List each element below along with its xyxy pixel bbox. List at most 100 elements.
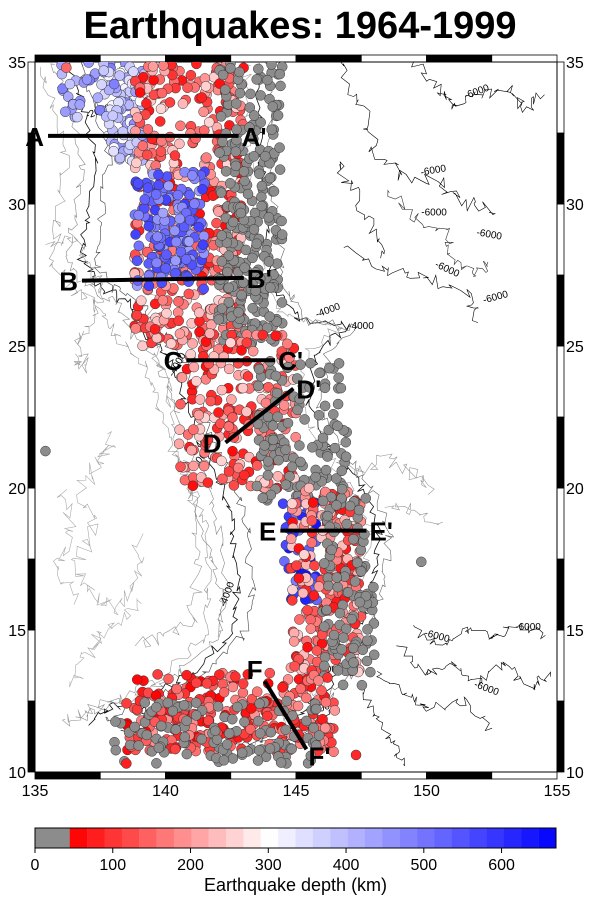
earthquake-point	[60, 106, 71, 118]
earthquake-point	[273, 454, 284, 466]
earthquake-point	[181, 748, 193, 760]
contour-line	[45, 235, 105, 374]
colorbar-swatch	[35, 828, 53, 848]
cross-section-line	[224, 387, 295, 445]
earthquake-point	[92, 92, 104, 103]
earthquake-point	[186, 444, 197, 456]
earthquake-point	[185, 69, 197, 81]
earthquake-point	[256, 191, 267, 203]
frame-segment-bottom	[295, 771, 362, 780]
earthquake-point	[275, 80, 286, 92]
earthquake-point	[324, 362, 335, 374]
earthquake-point	[259, 440, 270, 451]
earthquake-point	[81, 74, 93, 85]
earthquake-point	[272, 110, 284, 121]
frame-segment-right	[556, 345, 565, 418]
earthquake-point	[241, 406, 252, 417]
earthquake-point	[74, 99, 86, 110]
colorbar-swatch	[104, 828, 123, 848]
earthquake-point	[298, 549, 310, 560]
earthquake-point	[307, 442, 318, 453]
frame-segment-bottom	[230, 771, 297, 780]
earthquake-point	[317, 495, 329, 507]
earthquake-point	[239, 175, 250, 187]
earthquake-point	[212, 701, 224, 712]
earthquake-point	[222, 266, 233, 278]
earthquake-point	[137, 140, 149, 152]
earthquake-point	[147, 62, 159, 72]
earthquake-point	[175, 461, 186, 472]
earthquake-point	[319, 660, 330, 672]
earthquake-point	[316, 685, 327, 696]
x-tick-label: 135	[22, 783, 49, 800]
y-tick-label-right: 35	[566, 55, 584, 72]
y-tick-label-right: 15	[566, 623, 584, 640]
contour-label: -6000	[515, 622, 541, 633]
frame-segment-bottom	[34, 771, 101, 780]
cross-section-line	[262, 680, 309, 751]
frame-segment-bottom	[491, 771, 558, 780]
earthquake-point	[277, 682, 288, 693]
earthquake-point	[301, 715, 312, 727]
earthquake-point	[264, 743, 276, 754]
earthquake-point	[368, 581, 379, 593]
earthquake-point	[139, 194, 151, 205]
earthquake-point	[213, 314, 225, 325]
earthquake-point	[292, 404, 303, 416]
frame-segment-right	[556, 274, 565, 347]
earthquake-point	[153, 169, 164, 181]
earthquake-point	[321, 604, 332, 616]
earthquake-point	[242, 188, 254, 200]
earthquake-point	[188, 361, 200, 373]
earthquake-point	[170, 255, 181, 266]
earthquake-point	[202, 434, 214, 445]
earthquake-point	[223, 250, 235, 261]
earthquake-point	[141, 729, 153, 741]
earthquake-point	[340, 451, 352, 462]
earthquake-point	[230, 671, 241, 682]
colorbar-tick-label: 600	[488, 857, 515, 874]
earthquake-point	[305, 750, 317, 762]
colorbar-swatch	[278, 828, 296, 848]
earthquake-point	[295, 359, 306, 370]
earthquake-point	[223, 282, 234, 294]
earthquake-point	[163, 673, 174, 685]
frame-segment-top	[360, 54, 427, 63]
earthquake-point	[202, 477, 214, 488]
earthquake-point	[336, 483, 348, 495]
colorbar-swatch	[451, 828, 470, 848]
earthquake-point	[187, 170, 198, 181]
earthquake-point	[350, 749, 362, 761]
earthquake-point	[226, 394, 237, 405]
earthquake-point	[245, 88, 256, 100]
earthquake-point	[167, 705, 179, 717]
earthquake-point	[136, 295, 147, 306]
earthquake-point	[201, 152, 212, 163]
earthquake-point	[61, 62, 72, 73]
earthquake-point	[183, 236, 195, 247]
earthquake-point	[253, 363, 265, 375]
earthquake-point	[163, 180, 174, 192]
earthquake-point	[362, 635, 373, 646]
colorbar-swatch	[312, 828, 331, 848]
earthquake-point	[322, 510, 333, 522]
depth-colorbar: 0 100 200 300 400 500 600 Earthquake depth (km)	[31, 827, 557, 895]
earthquake-point	[251, 460, 263, 471]
earthquake-point	[332, 665, 344, 676]
colorbar-swatch	[295, 828, 314, 848]
earthquake-point	[178, 699, 190, 711]
earthquake-point	[170, 724, 182, 735]
earthquake-point	[132, 178, 144, 189]
frame-segment-left	[27, 274, 36, 347]
earthquake-point	[267, 434, 279, 446]
earthquake-point	[329, 705, 341, 716]
earthquake-point	[254, 728, 266, 739]
earthquake-point	[254, 698, 265, 709]
cross-section-line	[81, 275, 244, 283]
earthquake-point	[198, 106, 209, 118]
earthquake-point	[170, 267, 181, 279]
earthquake-point	[230, 146, 242, 157]
contour-label: -8000	[252, 54, 278, 65]
earthquake-point	[197, 239, 209, 250]
earthquake-point	[161, 171, 173, 182]
